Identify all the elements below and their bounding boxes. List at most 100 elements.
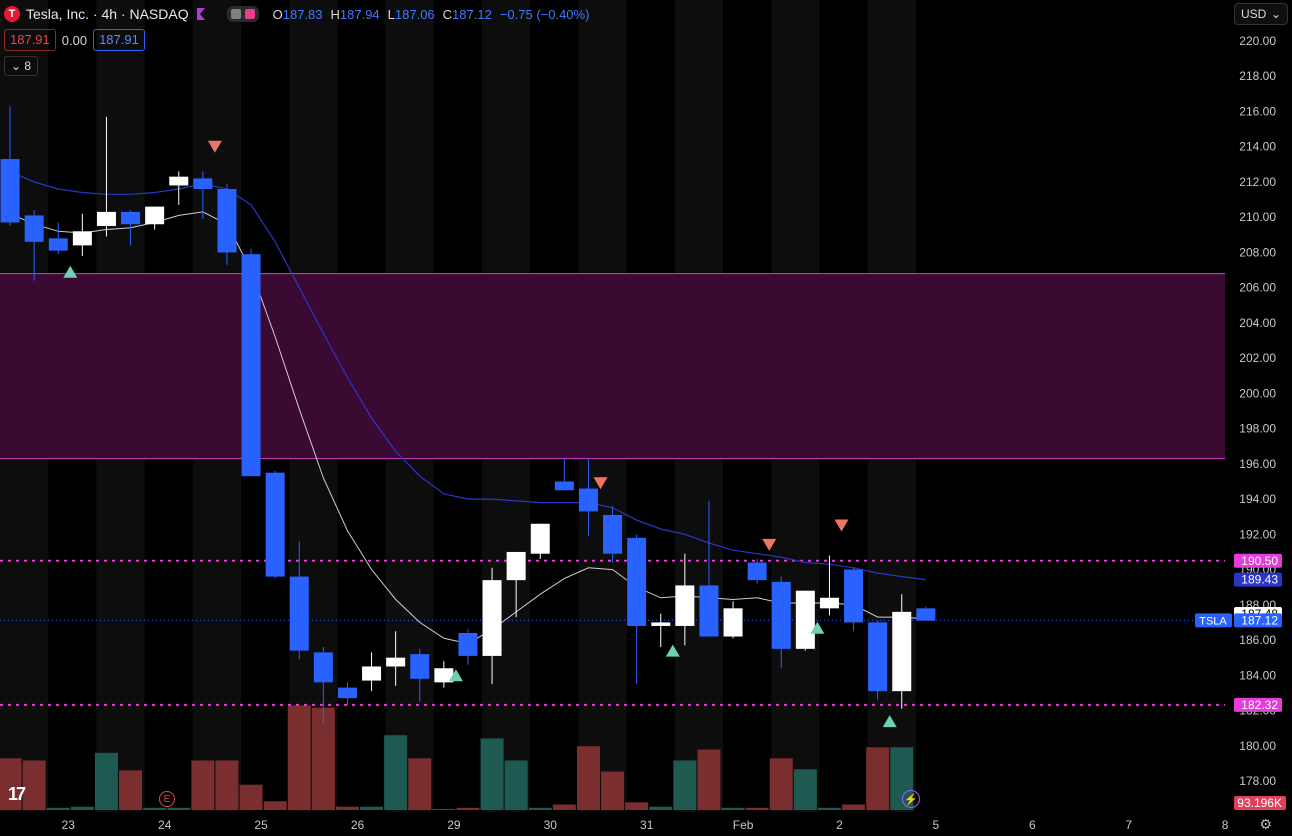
volume-bar [769,758,793,810]
indicator-count: 8 [24,59,32,73]
volume-bar [22,760,46,810]
price-label: 190.50 [1241,554,1278,568]
flag-icon[interactable] [196,8,205,20]
y-tick-label: 212.00 [1239,175,1276,189]
buy-signal-arrow [665,644,680,657]
candle [0,159,20,223]
sell-price-button[interactable]: 187.91 [4,29,56,51]
candle [771,581,791,649]
candle [410,654,430,679]
volume-bar [0,758,22,810]
x-tick-label: 29 [447,818,461,832]
buy-signal-arrow [882,715,897,728]
candle [868,622,888,692]
lightning-icon[interactable]: ⚡ [902,790,920,808]
volume-bar [70,806,94,810]
volume-bar [842,804,866,810]
volume-bar [263,801,287,810]
eye-icon [230,9,241,19]
candle [482,580,502,656]
volume-bar [793,769,817,810]
y-tick-label: 200.00 [1239,386,1276,400]
y-tick-label: 204.00 [1239,316,1276,330]
trade-bar: 187.91 0.00 187.91 [4,29,145,51]
buy-signal-arrow [63,265,78,278]
candle [337,687,357,699]
price-label-box [1234,613,1282,628]
buy-signal-arrow [448,669,463,682]
gear-icon[interactable]: ⚙ [1259,816,1272,832]
sell-signal-arrow [593,477,608,490]
volume-bar [601,771,625,810]
volume-bar [287,705,311,810]
earnings-icon[interactable]: E [159,791,175,807]
candle [554,481,574,491]
volume-bar [625,802,649,810]
candle [48,238,68,251]
candle [506,551,526,581]
candle [217,189,237,253]
time-axis [0,812,1292,836]
volume-bar [191,760,215,810]
volume-bar [817,807,841,810]
x-tick-label: 31 [640,818,654,832]
volume-bar [673,760,697,810]
currency-value: USD [1241,7,1267,21]
chevron-down-icon: ⌄ [10,59,22,73]
ema-slow-line [9,170,926,581]
y-tick-label: 178.00 [1239,774,1276,788]
volume-bar [528,807,552,810]
volume-label-box [1234,796,1286,810]
currency-select[interactable]: USD ⌄ [1234,3,1288,25]
volume-bar [456,807,480,810]
candle [121,211,141,225]
candle [458,633,478,656]
y-tick-label: 180.00 [1239,739,1276,753]
volume-bar [143,807,167,810]
ohlc-values: O187.83 H187.94 L187.06 C187.12 −0.75 (−… [272,6,590,22]
candle [96,211,116,226]
price-label-box [1234,553,1282,568]
compare-icon [244,9,255,19]
candle [819,597,839,609]
symbol-title[interactable]: Tesla, Inc. · 4h · NASDAQ [26,6,189,22]
candle [265,472,285,577]
x-tick-label: Feb [733,818,754,832]
y-tick-label: 214.00 [1239,140,1276,154]
volume-bar [480,738,504,810]
volume-bar [384,735,408,810]
y-tick-label: 218.00 [1239,69,1276,83]
chevron-down-icon: ⌄ [1270,7,1281,21]
volume-bar [408,758,432,810]
candle [24,215,44,242]
candle [723,608,743,637]
x-tick-label: 2 [836,818,843,832]
volume-bar [866,747,890,810]
volume-bar [119,770,143,810]
candle [434,668,454,683]
volume-bar [745,807,769,810]
tradingview-logo-icon[interactable]: 17 [8,784,26,804]
y-tick-label: 220.00 [1239,34,1276,48]
indicator-toggle[interactable] [226,6,259,22]
buy-price-button[interactable]: 187.91 [93,29,145,51]
volume-bar [215,760,239,810]
indicators-collapse-button[interactable]: ⌄ 8 [4,56,38,76]
volume-bar [649,806,673,810]
sell-signal-arrow [762,538,777,551]
x-tick-label: 26 [351,818,365,832]
candle [193,178,213,189]
price-label: 189.43 [1241,573,1278,587]
candle [795,590,815,649]
candle [289,576,309,651]
y-tick-label: 210.00 [1239,210,1276,224]
x-tick-label: 7 [1125,818,1132,832]
spread-value: 0.00 [61,32,88,48]
x-tick-label: 6 [1029,818,1036,832]
candle [313,652,333,683]
change-value: −0.75 (−0.40%) [499,6,590,22]
volume-bar [721,807,745,810]
candle [651,622,671,626]
volume-bar [335,806,359,810]
